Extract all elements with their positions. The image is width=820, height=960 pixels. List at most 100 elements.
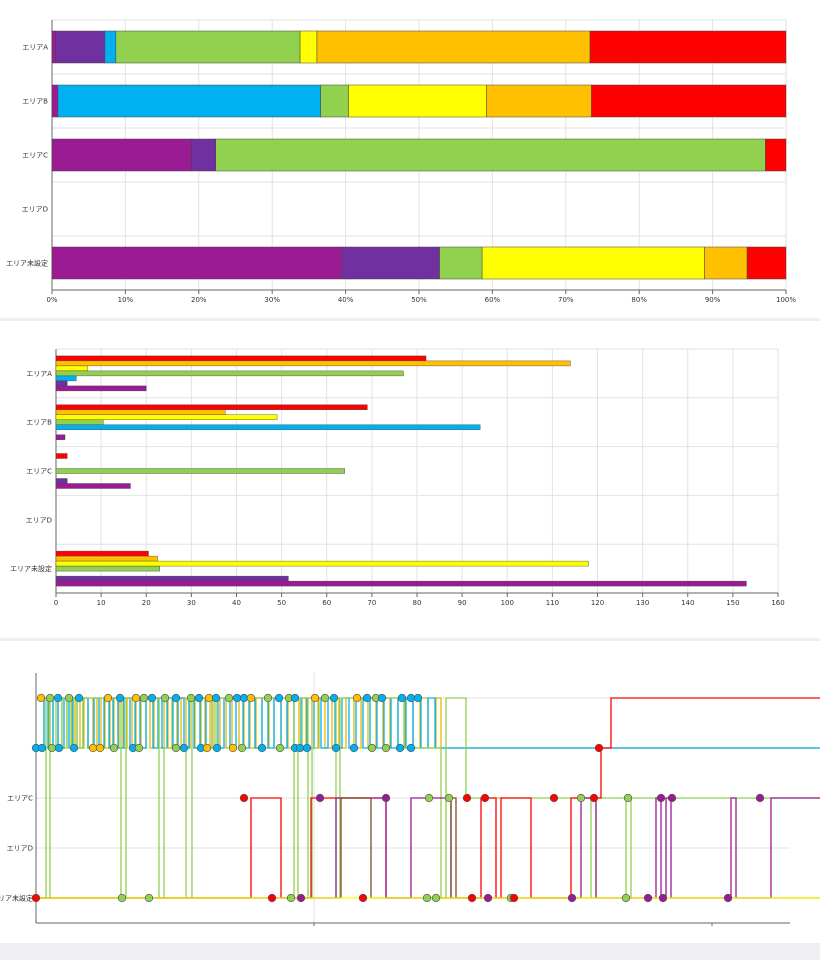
chart2-x-tick-label: 160 bbox=[771, 599, 784, 607]
grouped-bar-chart: 0 10 20 30 40 50 60 70 80 90 100 110 120 130 140 150 160… bbox=[0, 321, 820, 638]
chart3-marker bbox=[381, 793, 391, 803]
chart3-marker bbox=[302, 743, 312, 753]
chart3-marker bbox=[362, 693, 372, 703]
chart2-category-label: エリア未設定 bbox=[10, 564, 52, 573]
chart3-marker bbox=[349, 743, 359, 753]
chart2-x-tick-label: 20 bbox=[142, 599, 151, 607]
chart3-marker bbox=[117, 893, 127, 903]
chart3-category-label: エリア未設定 bbox=[0, 894, 33, 903]
chart3-marker bbox=[576, 793, 586, 803]
chart1-bar-segment bbox=[51, 138, 192, 172]
chart3-svg: エリアC エリアD エリア未設定 bbox=[0, 673, 820, 926]
chart3-marker bbox=[147, 693, 157, 703]
chart3-marker bbox=[246, 693, 256, 703]
chart1-category-label: エリアA bbox=[22, 44, 48, 52]
chart3-marker bbox=[621, 893, 631, 903]
chart3-marker bbox=[160, 693, 170, 703]
chart1-x-tick-label: 30% bbox=[264, 296, 280, 304]
chart1-bar-segment bbox=[486, 84, 592, 118]
chart3-marker bbox=[202, 743, 212, 753]
chart1-bar-segment bbox=[348, 84, 487, 118]
chart3-marker bbox=[139, 693, 149, 703]
chart2-bar bbox=[55, 483, 131, 489]
chart3-marker bbox=[723, 893, 733, 903]
chart2-x-tick-label: 80 bbox=[413, 599, 422, 607]
chart3-marker bbox=[88, 743, 98, 753]
chart3-marker bbox=[171, 743, 181, 753]
chart3-marker bbox=[567, 893, 577, 903]
chart3-marker bbox=[64, 693, 74, 703]
chart3-marker bbox=[320, 693, 330, 703]
chart3-marker bbox=[352, 693, 362, 703]
chart1-bar-segment bbox=[439, 246, 483, 280]
chart3-marker bbox=[131, 693, 141, 703]
chart3-marker bbox=[480, 793, 490, 803]
chart1-bar-segment bbox=[765, 138, 787, 172]
chart3-marker bbox=[290, 693, 300, 703]
chart3-marker bbox=[406, 743, 416, 753]
chart3-marker bbox=[424, 793, 434, 803]
chart1-x-tick-label: 100% bbox=[776, 296, 796, 304]
chart3-marker bbox=[755, 793, 765, 803]
chart3-marker bbox=[623, 793, 633, 803]
chart2-bar bbox=[55, 453, 68, 459]
chart3-marker bbox=[274, 693, 284, 703]
chart1-category-label: エリアB bbox=[22, 98, 48, 106]
chart3-marker bbox=[37, 743, 47, 753]
chart3-marker bbox=[179, 743, 189, 753]
chart3-series-line bbox=[36, 697, 820, 749]
chart1-bar-segment bbox=[115, 30, 301, 64]
chart3-marker bbox=[667, 793, 677, 803]
chart3-category-label: エリアC bbox=[7, 795, 33, 803]
chart3-series-line bbox=[36, 697, 820, 899]
chart3-marker bbox=[397, 693, 407, 703]
chart1-x-tick-label: 60% bbox=[485, 296, 501, 304]
chart2-x-tick-label: 50 bbox=[277, 599, 286, 607]
chart2-category-label: エリアB bbox=[26, 419, 52, 427]
chart1-bar-segment bbox=[591, 84, 787, 118]
chart1-x-tick-label: 10% bbox=[118, 296, 134, 304]
chart2-x-tick-label: 100 bbox=[501, 599, 514, 607]
chart2-x-tick-label: 0 bbox=[54, 599, 58, 607]
chart3-marker bbox=[267, 893, 277, 903]
chart3-marker bbox=[115, 693, 125, 703]
chart2-bar bbox=[55, 580, 747, 587]
chart3-category-label: エリアD bbox=[7, 845, 33, 853]
chart3-marker bbox=[186, 693, 196, 703]
chart1-bar-segment bbox=[299, 30, 318, 64]
chart2-bar bbox=[55, 414, 278, 420]
chart2-bar bbox=[55, 575, 289, 582]
chart3-marker bbox=[239, 693, 249, 703]
chart3-marker bbox=[263, 693, 273, 703]
chart1-x-tick-label: 80% bbox=[631, 296, 647, 304]
chart3-marker bbox=[656, 793, 666, 803]
chart3-marker bbox=[211, 693, 221, 703]
chart2-bar bbox=[55, 409, 226, 415]
chart3-marker bbox=[144, 893, 154, 903]
chart3-marker bbox=[594, 743, 604, 753]
chart2-bar bbox=[55, 468, 345, 474]
chart3-marker bbox=[257, 743, 267, 753]
chart3-marker bbox=[53, 693, 63, 703]
chart3-marker bbox=[589, 793, 599, 803]
chart2-bar bbox=[55, 424, 481, 430]
chart3-marker bbox=[237, 743, 247, 753]
chart3-marker bbox=[69, 743, 79, 753]
chart3-marker bbox=[232, 693, 242, 703]
chart2-x-tick-label: 130 bbox=[636, 599, 649, 607]
chart2-bar bbox=[55, 365, 88, 372]
chart2-bar bbox=[55, 565, 160, 572]
chart1-x-tick-label: 90% bbox=[705, 296, 721, 304]
chart2-x-tick-label: 70 bbox=[367, 599, 376, 607]
chart3-marker bbox=[228, 743, 238, 753]
chart3-marker bbox=[406, 693, 416, 703]
chart3-marker bbox=[171, 693, 181, 703]
chart3-marker bbox=[275, 743, 285, 753]
chart3-marker bbox=[45, 693, 55, 703]
chart2-x-tick-label: 150 bbox=[726, 599, 739, 607]
chart3-marker bbox=[395, 743, 405, 753]
chart3-marker bbox=[31, 893, 41, 903]
chart1-bar-segment bbox=[481, 246, 705, 280]
chart2-x-tick-label: 90 bbox=[458, 599, 467, 607]
chart2-x-tick-label: 30 bbox=[187, 599, 196, 607]
